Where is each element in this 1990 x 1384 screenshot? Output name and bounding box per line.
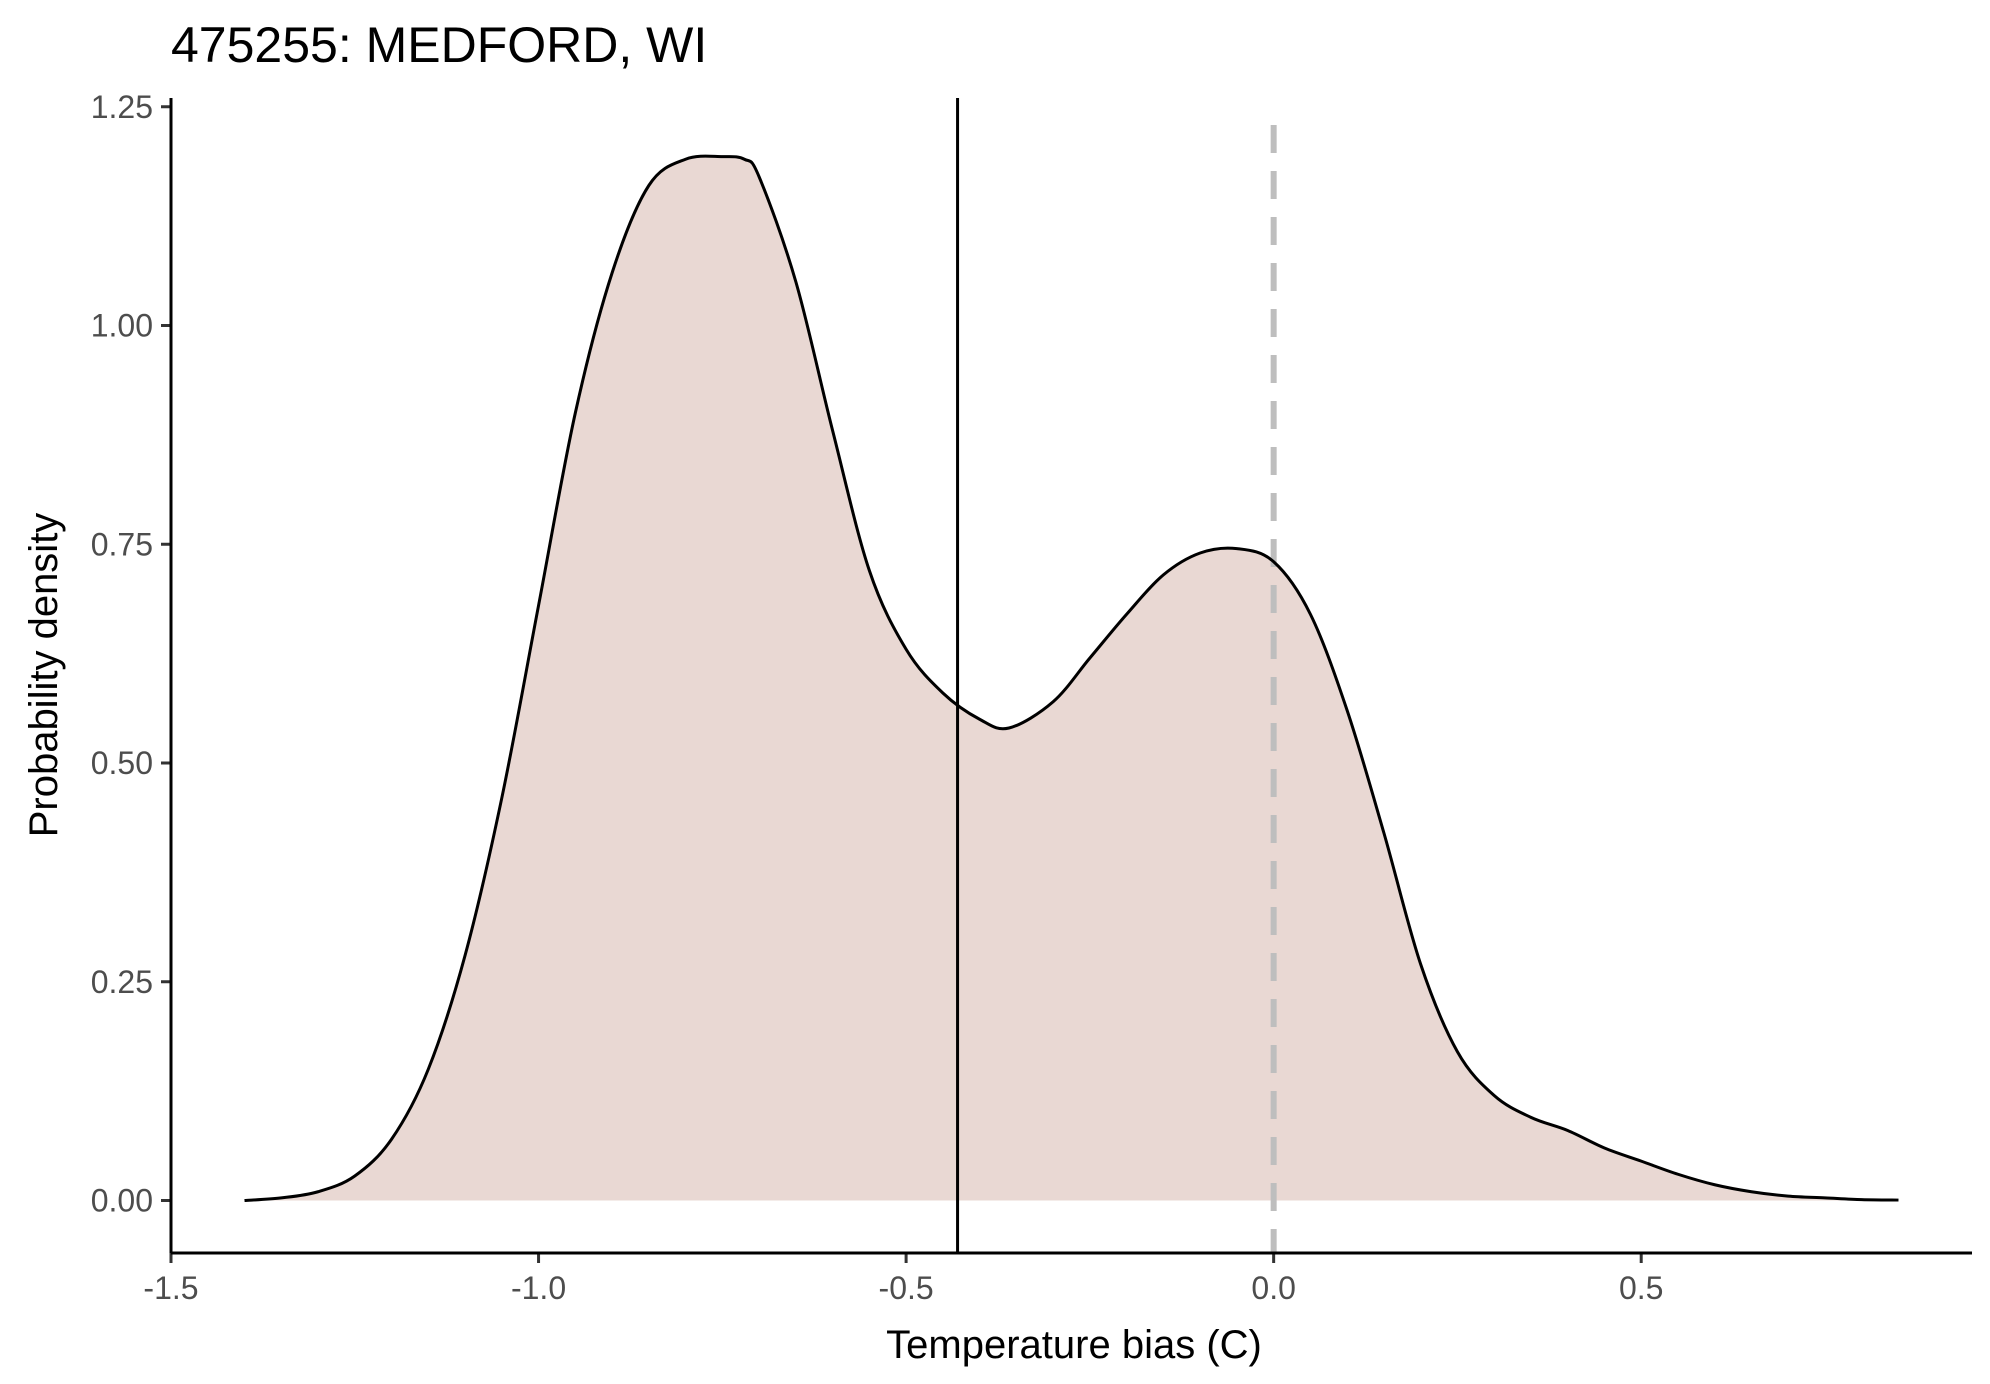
y-tick-label: 0.25: [91, 964, 153, 1000]
density-fill-area: [244, 156, 1899, 1201]
x-tick-label: 0.5: [1619, 1270, 1663, 1306]
y-axis-title: Probability density: [22, 513, 66, 838]
y-tick-label: 0.00: [91, 1183, 153, 1219]
plot-area: [244, 98, 1899, 1253]
y-axis-ticks: 0.00 0.25 0.50 0.75 1.00 1.25: [91, 89, 171, 1219]
x-tick-label: -1.5: [143, 1270, 198, 1306]
x-tick-label: -0.5: [879, 1270, 934, 1306]
x-tick-label: -1.0: [511, 1270, 566, 1306]
x-axis-title: Temperature bias (C): [886, 1323, 1262, 1367]
y-tick-label: 1.00: [91, 308, 153, 344]
x-axis-ticks: -1.5 -1.0 -0.5 0.0 0.5: [143, 1253, 1663, 1306]
y-tick-label: 0.50: [91, 745, 153, 781]
x-tick-label: 0.0: [1251, 1270, 1295, 1306]
chart-title: 475255: MEDFORD, WI: [171, 17, 707, 73]
density-curve: [244, 154, 1899, 1202]
y-tick-label: 0.75: [91, 526, 153, 562]
y-tick-label: 1.25: [91, 89, 153, 125]
